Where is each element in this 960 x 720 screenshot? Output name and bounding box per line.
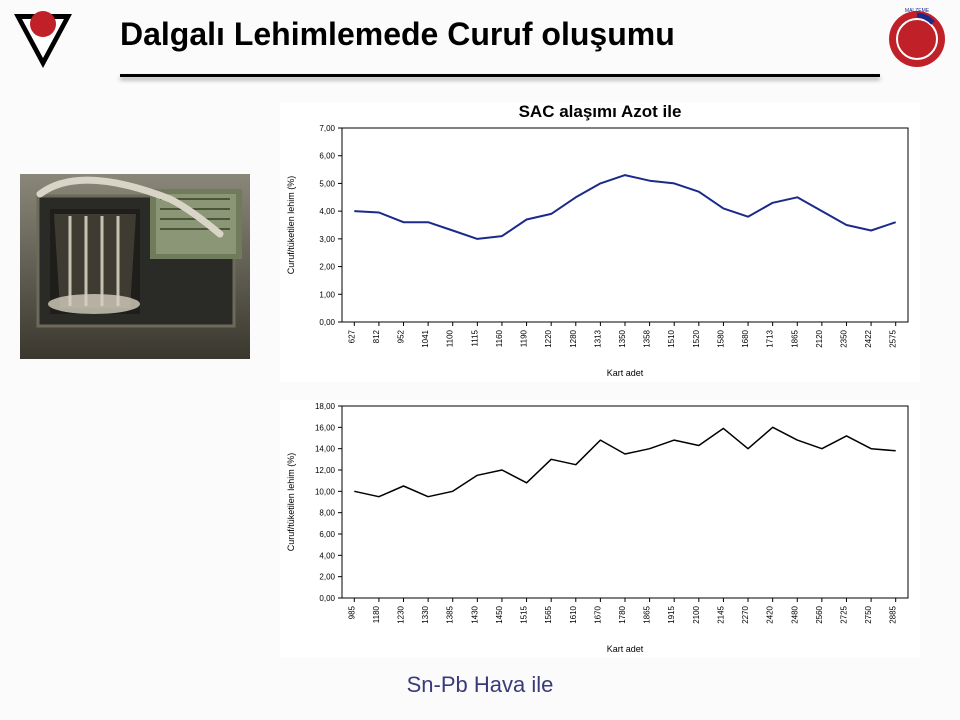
svg-text:Kart adet: Kart adet: [607, 644, 644, 654]
svg-text:2480: 2480: [790, 605, 799, 623]
svg-text:1780: 1780: [618, 605, 627, 623]
svg-text:627: 627: [347, 329, 356, 343]
svg-text:1865: 1865: [790, 329, 799, 347]
page-title: Dalgalı Lehimlemede Curuf oluşumu: [120, 16, 675, 53]
svg-text:2100: 2100: [692, 605, 701, 623]
svg-text:1190: 1190: [520, 329, 529, 347]
chart-snpb-hava: 0,00 2,00 4,00 6,00 8,00 10,00 12,00 14,00 16,00…: [280, 400, 920, 658]
svg-text:5,00: 5,00: [319, 179, 335, 188]
svg-text:8,00: 8,00: [319, 509, 335, 518]
svg-text:1430: 1430: [470, 605, 479, 623]
svg-text:Curuf/tüketilen lehim (%): Curuf/tüketilen lehim (%): [286, 453, 296, 552]
svg-text:1041: 1041: [421, 329, 430, 347]
svg-text:3,00: 3,00: [319, 235, 335, 244]
svg-text:MALZEME: MALZEME: [905, 8, 930, 14]
svg-text:1865: 1865: [643, 605, 652, 623]
svg-text:6,00: 6,00: [319, 152, 335, 161]
svg-text:14,00: 14,00: [315, 445, 336, 454]
svg-text:1313: 1313: [593, 329, 602, 347]
svg-text:1330: 1330: [421, 605, 430, 623]
title-divider: [120, 74, 880, 77]
svg-text:1520: 1520: [692, 329, 701, 347]
svg-text:1230: 1230: [397, 605, 406, 623]
svg-text:1180: 1180: [372, 605, 381, 623]
chart1-title: SAC alaşımı Azot ile: [280, 102, 920, 122]
logo-right: MALZEME: [882, 4, 952, 74]
svg-text:1680: 1680: [741, 329, 750, 347]
svg-text:18,00: 18,00: [315, 402, 336, 411]
svg-text:Curuf/tüketilen lehim (%): Curuf/tüketilen lehim (%): [286, 176, 296, 275]
svg-text:1670: 1670: [593, 605, 602, 623]
svg-text:7,00: 7,00: [319, 124, 335, 133]
svg-text:1915: 1915: [667, 605, 676, 623]
svg-text:1358: 1358: [643, 329, 652, 347]
svg-text:1580: 1580: [716, 329, 725, 347]
svg-text:2885: 2885: [889, 605, 898, 623]
svg-text:1,00: 1,00: [319, 290, 335, 299]
svg-text:2145: 2145: [716, 605, 725, 623]
svg-text:1565: 1565: [544, 605, 553, 623]
svg-text:1350: 1350: [618, 329, 627, 347]
svg-text:2750: 2750: [864, 605, 873, 623]
svg-text:1100: 1100: [446, 329, 455, 347]
svg-text:0,00: 0,00: [319, 318, 335, 327]
logo-left: [8, 4, 78, 74]
svg-text:1385: 1385: [446, 605, 455, 623]
svg-text:2,00: 2,00: [319, 573, 335, 582]
chart-sac-azot: SAC alaşımı Azot ile 0,00 1,00 2,00 3,00 4,0…: [280, 102, 920, 382]
footer-label: Sn-Pb Hava ile: [0, 672, 960, 698]
svg-text:2120: 2120: [815, 329, 824, 347]
svg-text:1713: 1713: [766, 329, 775, 347]
svg-text:4,00: 4,00: [319, 207, 335, 216]
svg-text:2350: 2350: [839, 329, 848, 347]
svg-text:1115: 1115: [470, 329, 479, 346]
svg-text:1450: 1450: [495, 605, 504, 623]
svg-text:1220: 1220: [544, 329, 553, 347]
svg-text:2725: 2725: [839, 605, 848, 623]
svg-text:812: 812: [372, 329, 381, 343]
svg-text:16,00: 16,00: [315, 423, 336, 432]
svg-text:952: 952: [397, 329, 406, 343]
svg-text:0,00: 0,00: [319, 594, 335, 603]
svg-text:2422: 2422: [864, 329, 873, 347]
svg-text:Kart adet: Kart adet: [607, 368, 644, 378]
svg-text:1515: 1515: [520, 605, 529, 623]
svg-text:10,00: 10,00: [315, 487, 336, 496]
svg-text:2,00: 2,00: [319, 263, 335, 272]
svg-text:2270: 2270: [741, 605, 750, 623]
svg-text:4,00: 4,00: [319, 551, 335, 560]
svg-text:2420: 2420: [766, 605, 775, 623]
svg-text:2560: 2560: [815, 605, 824, 623]
svg-text:12,00: 12,00: [315, 466, 336, 475]
svg-text:1280: 1280: [569, 329, 578, 347]
svg-text:985: 985: [347, 605, 356, 619]
equipment-image: [20, 174, 250, 359]
svg-text:2575: 2575: [889, 329, 898, 347]
svg-text:6,00: 6,00: [319, 530, 335, 539]
svg-text:1510: 1510: [667, 329, 676, 347]
svg-text:1610: 1610: [569, 605, 578, 623]
svg-text:1160: 1160: [495, 329, 504, 347]
